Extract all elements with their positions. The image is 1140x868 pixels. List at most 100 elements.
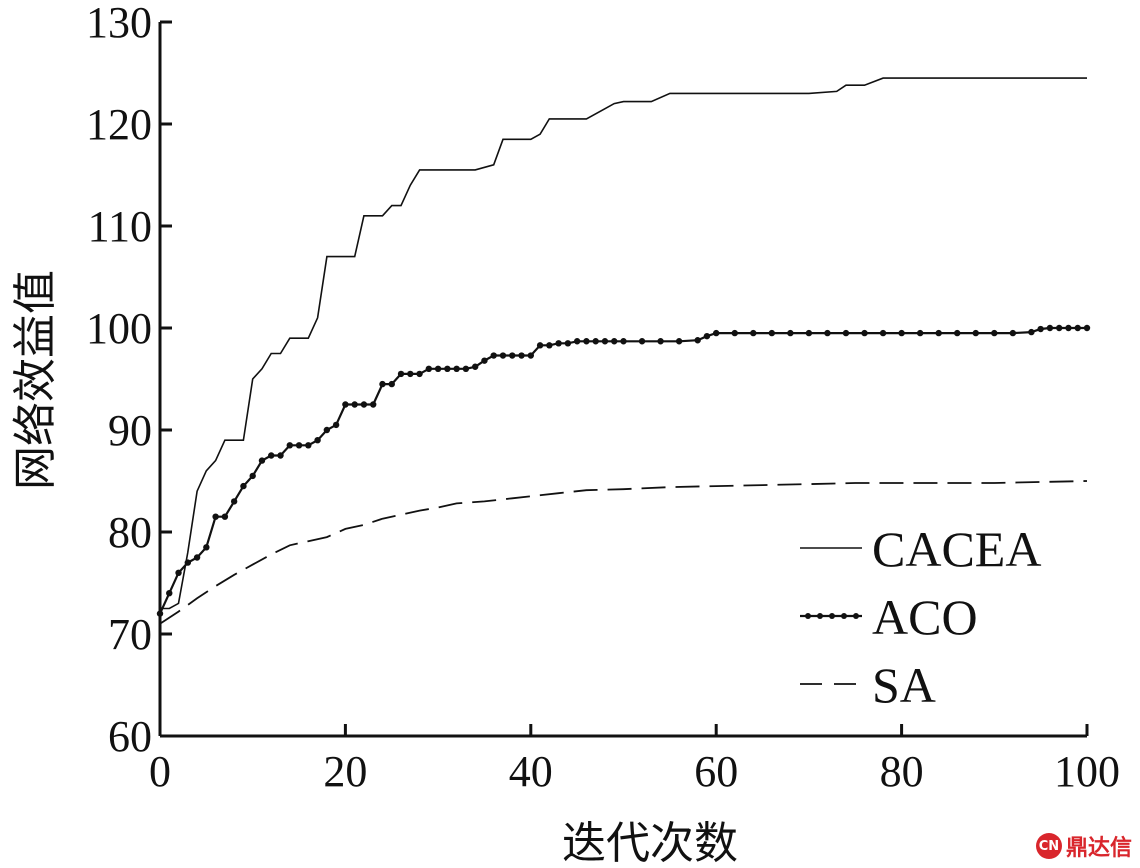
data-point-aco xyxy=(156,610,164,617)
data-point-aco xyxy=(1046,324,1054,332)
data-point-aco xyxy=(370,401,377,408)
y-tick-label: 90 xyxy=(108,406,152,455)
legend-item-aco: ACO xyxy=(800,589,978,645)
data-point-aco xyxy=(675,338,683,345)
legend-marker xyxy=(829,613,835,619)
data-point-aco xyxy=(805,329,813,337)
data-point-aco xyxy=(425,365,433,372)
legend: CACEA ACO SA xyxy=(800,521,1041,713)
data-point-aco xyxy=(379,380,386,388)
legend-label-aco: ACO xyxy=(872,589,978,645)
data-point-aco xyxy=(954,329,961,337)
data-point-aco xyxy=(824,329,831,337)
data-point-aco xyxy=(434,365,442,372)
series-aco xyxy=(156,324,1091,617)
legend-item-cacea: CACEA xyxy=(800,521,1041,577)
data-point-aco xyxy=(638,338,646,345)
x-axis-title: 迭代次数 xyxy=(562,818,738,868)
data-point-aco xyxy=(249,472,256,480)
data-point-aco xyxy=(193,554,201,561)
data-point-aco xyxy=(509,352,516,359)
data-point-aco xyxy=(462,365,470,372)
data-point-aco xyxy=(221,513,229,520)
data-point-aco xyxy=(1074,324,1081,332)
data-point-aco xyxy=(499,352,507,359)
data-point-aco xyxy=(518,352,525,359)
data-point-aco xyxy=(1055,324,1063,332)
y-tick-label: 60 xyxy=(108,712,152,761)
x-tick-label: 100 xyxy=(1054,747,1120,796)
data-point-aco xyxy=(258,457,266,464)
data-point-aco xyxy=(861,329,868,337)
data-point-aco xyxy=(230,498,238,505)
data-point-aco xyxy=(277,452,284,459)
y-tick-label: 80 xyxy=(108,508,152,557)
y-tick-label: 120 xyxy=(86,100,152,149)
data-point-aco xyxy=(564,340,572,347)
data-point-aco xyxy=(453,365,460,372)
data-point-aco xyxy=(490,352,497,359)
data-point-aco xyxy=(573,338,581,345)
watermark: CN 鼎达信 xyxy=(1035,830,1132,862)
data-point-aco xyxy=(332,421,340,429)
data-point-aco xyxy=(323,426,331,434)
data-point-aco xyxy=(611,338,618,345)
data-point-aco xyxy=(555,340,562,347)
data-point-aco xyxy=(351,401,358,408)
legend-label-sa: SA xyxy=(872,657,936,713)
data-point-aco xyxy=(768,329,776,337)
x-tick-label: 20 xyxy=(323,747,367,796)
legend-marker xyxy=(817,613,823,619)
y-axis-title: 网络效益值 xyxy=(10,270,61,490)
watermark-text: 鼎达信 xyxy=(1065,836,1132,861)
data-point-aco xyxy=(842,329,850,337)
series-layer xyxy=(156,77,1091,625)
data-point-aco xyxy=(295,442,303,449)
data-point-aco xyxy=(481,357,488,364)
series-line-cacea xyxy=(160,77,1087,610)
x-tick-label: 80 xyxy=(880,747,924,796)
data-point-aco xyxy=(407,370,414,378)
data-point-aco xyxy=(203,544,210,551)
legend-marker xyxy=(841,613,847,619)
series-cacea xyxy=(160,77,1087,610)
data-point-aco xyxy=(750,329,757,337)
series-sa xyxy=(159,480,1088,625)
data-point-aco xyxy=(305,442,312,449)
data-point-aco xyxy=(972,329,979,337)
data-point-aco xyxy=(1028,328,1035,336)
data-point-aco xyxy=(397,370,405,378)
watermark-logo-icon: CN xyxy=(1035,833,1062,859)
data-point-aco xyxy=(536,342,544,349)
data-point-aco xyxy=(657,338,664,345)
data-point-aco xyxy=(268,452,275,459)
data-point-aco xyxy=(703,332,711,340)
data-point-aco xyxy=(713,329,720,337)
data-point-aco xyxy=(388,380,395,388)
data-point-aco xyxy=(592,338,599,345)
axes xyxy=(158,22,1087,738)
ticks: 60 70 80 90 100 110 120 130 0 20 40 60 80 100 xyxy=(86,0,1120,796)
legend-label-cacea: CACEA xyxy=(872,521,1041,577)
y-tick-label: 100 xyxy=(86,304,152,353)
data-point-aco xyxy=(1009,329,1017,337)
data-point-aco xyxy=(471,363,479,370)
data-point-aco xyxy=(694,337,701,344)
data-point-aco xyxy=(212,513,219,520)
y-tick-label: 110 xyxy=(88,202,152,251)
data-point-aco xyxy=(620,338,627,345)
data-point-aco xyxy=(184,559,192,566)
data-point-aco xyxy=(546,342,553,349)
data-point-aco xyxy=(1083,324,1091,332)
data-point-aco xyxy=(916,329,924,337)
data-point-aco xyxy=(240,482,247,490)
data-point-aco xyxy=(175,569,182,576)
data-point-aco xyxy=(898,329,905,337)
x-tick-label: 60 xyxy=(694,747,738,796)
data-point-aco xyxy=(444,365,451,372)
data-point-aco xyxy=(601,338,609,345)
legend-marker xyxy=(805,613,811,619)
legend-item-sa: SA xyxy=(800,657,936,713)
data-point-aco xyxy=(527,352,534,359)
